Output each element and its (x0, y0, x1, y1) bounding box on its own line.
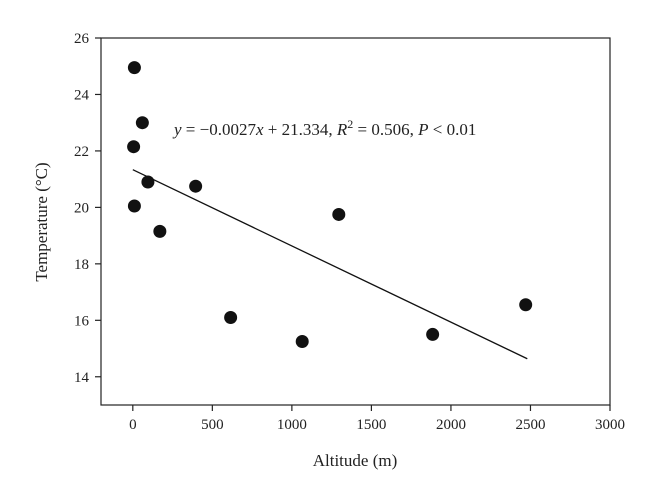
y-tick-label: 14 (74, 370, 90, 386)
data-point (153, 224, 167, 238)
data-point (141, 175, 155, 189)
x-axis-title: Altitude (m) (313, 451, 398, 470)
data-point (135, 116, 149, 130)
data-point (295, 334, 309, 348)
data-point (332, 207, 346, 221)
annotation-equation: y = −0.0027x + 21.334, R2 = 0.506, P < 0… (172, 117, 476, 139)
x-tick-label: 3000 (595, 417, 625, 433)
y-tick-label: 16 (74, 313, 90, 329)
y-tick-label: 24 (74, 87, 90, 103)
y-axis-title: Temperature (°C) (32, 162, 51, 281)
data-point (127, 140, 141, 154)
data-point (127, 61, 141, 75)
y-tick-label: 18 (74, 257, 89, 273)
data-point (189, 179, 203, 193)
y-tick-label: 20 (74, 200, 89, 216)
trendline (132, 169, 528, 360)
x-tick-label: 2500 (515, 417, 545, 433)
y-tick-label: 22 (74, 144, 89, 160)
data-point (519, 298, 533, 312)
x-tick-label: 500 (201, 417, 224, 433)
x-tick-label: 2000 (436, 417, 466, 433)
y-axis: 14 16 18 20 22 24 26 (74, 31, 101, 386)
x-tick-label: 1500 (356, 417, 386, 433)
x-axis: 0 500 1000 1500 2000 2500 3000 (129, 405, 625, 433)
plot-frame (100, 37, 611, 406)
data-point (426, 327, 440, 341)
trendline-group (132, 169, 528, 360)
data-point (127, 199, 141, 213)
data-point (224, 310, 238, 324)
x-tick-label: 0 (129, 417, 137, 433)
x-tick-label: 1000 (277, 417, 307, 433)
data-points (127, 61, 533, 348)
y-tick-label: 26 (74, 31, 90, 47)
